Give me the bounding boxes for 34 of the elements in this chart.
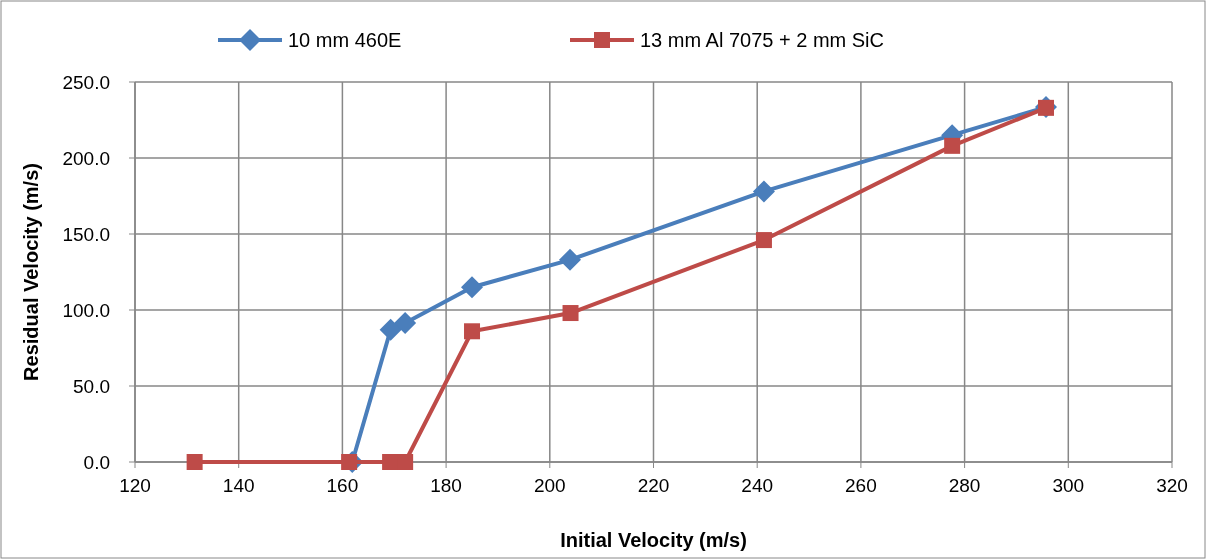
point — [464, 323, 481, 340]
y-tick-label: 150.0 — [62, 224, 110, 245]
x-tick-label: 140 — [222, 475, 255, 496]
point — [755, 232, 772, 249]
x-tick-label: 160 — [326, 475, 359, 496]
x-tick-label: 120 — [119, 475, 151, 496]
x-tick-label: 300 — [1052, 475, 1085, 496]
y-axis-title: Residual Velocity (m/s) — [20, 163, 42, 381]
y-tick-label: 50.0 — [73, 376, 110, 397]
point — [379, 318, 402, 341]
x-tick-label: 180 — [430, 475, 462, 496]
x-tick-label: 280 — [948, 475, 981, 496]
point — [461, 276, 484, 299]
point — [562, 305, 579, 322]
y-tick-label: 0.0 — [83, 452, 110, 473]
x-axis-title: Initial Velocity (m/s) — [560, 529, 747, 551]
y-tick-label: 100.0 — [62, 300, 110, 321]
point — [944, 137, 961, 154]
point — [382, 454, 399, 470]
y-tick-label: 200.0 — [62, 148, 110, 169]
point — [341, 454, 358, 470]
point — [559, 248, 582, 271]
point — [752, 180, 775, 203]
point — [394, 311, 417, 334]
x-tick-label: 260 — [845, 475, 877, 496]
x-tick-label: 200 — [533, 475, 566, 496]
x-tick-label: 220 — [637, 475, 670, 496]
x-tick-label: 240 — [741, 475, 774, 496]
x-tick-label: 320 — [1156, 475, 1188, 496]
legend-label: 13 mm Al 7075 + 2 mm SiC — [640, 29, 884, 51]
y-tick-label: 250.0 — [62, 72, 110, 93]
point — [186, 454, 203, 470]
legend-label: 10 mm 460E — [288, 29, 402, 51]
point — [397, 454, 414, 470]
